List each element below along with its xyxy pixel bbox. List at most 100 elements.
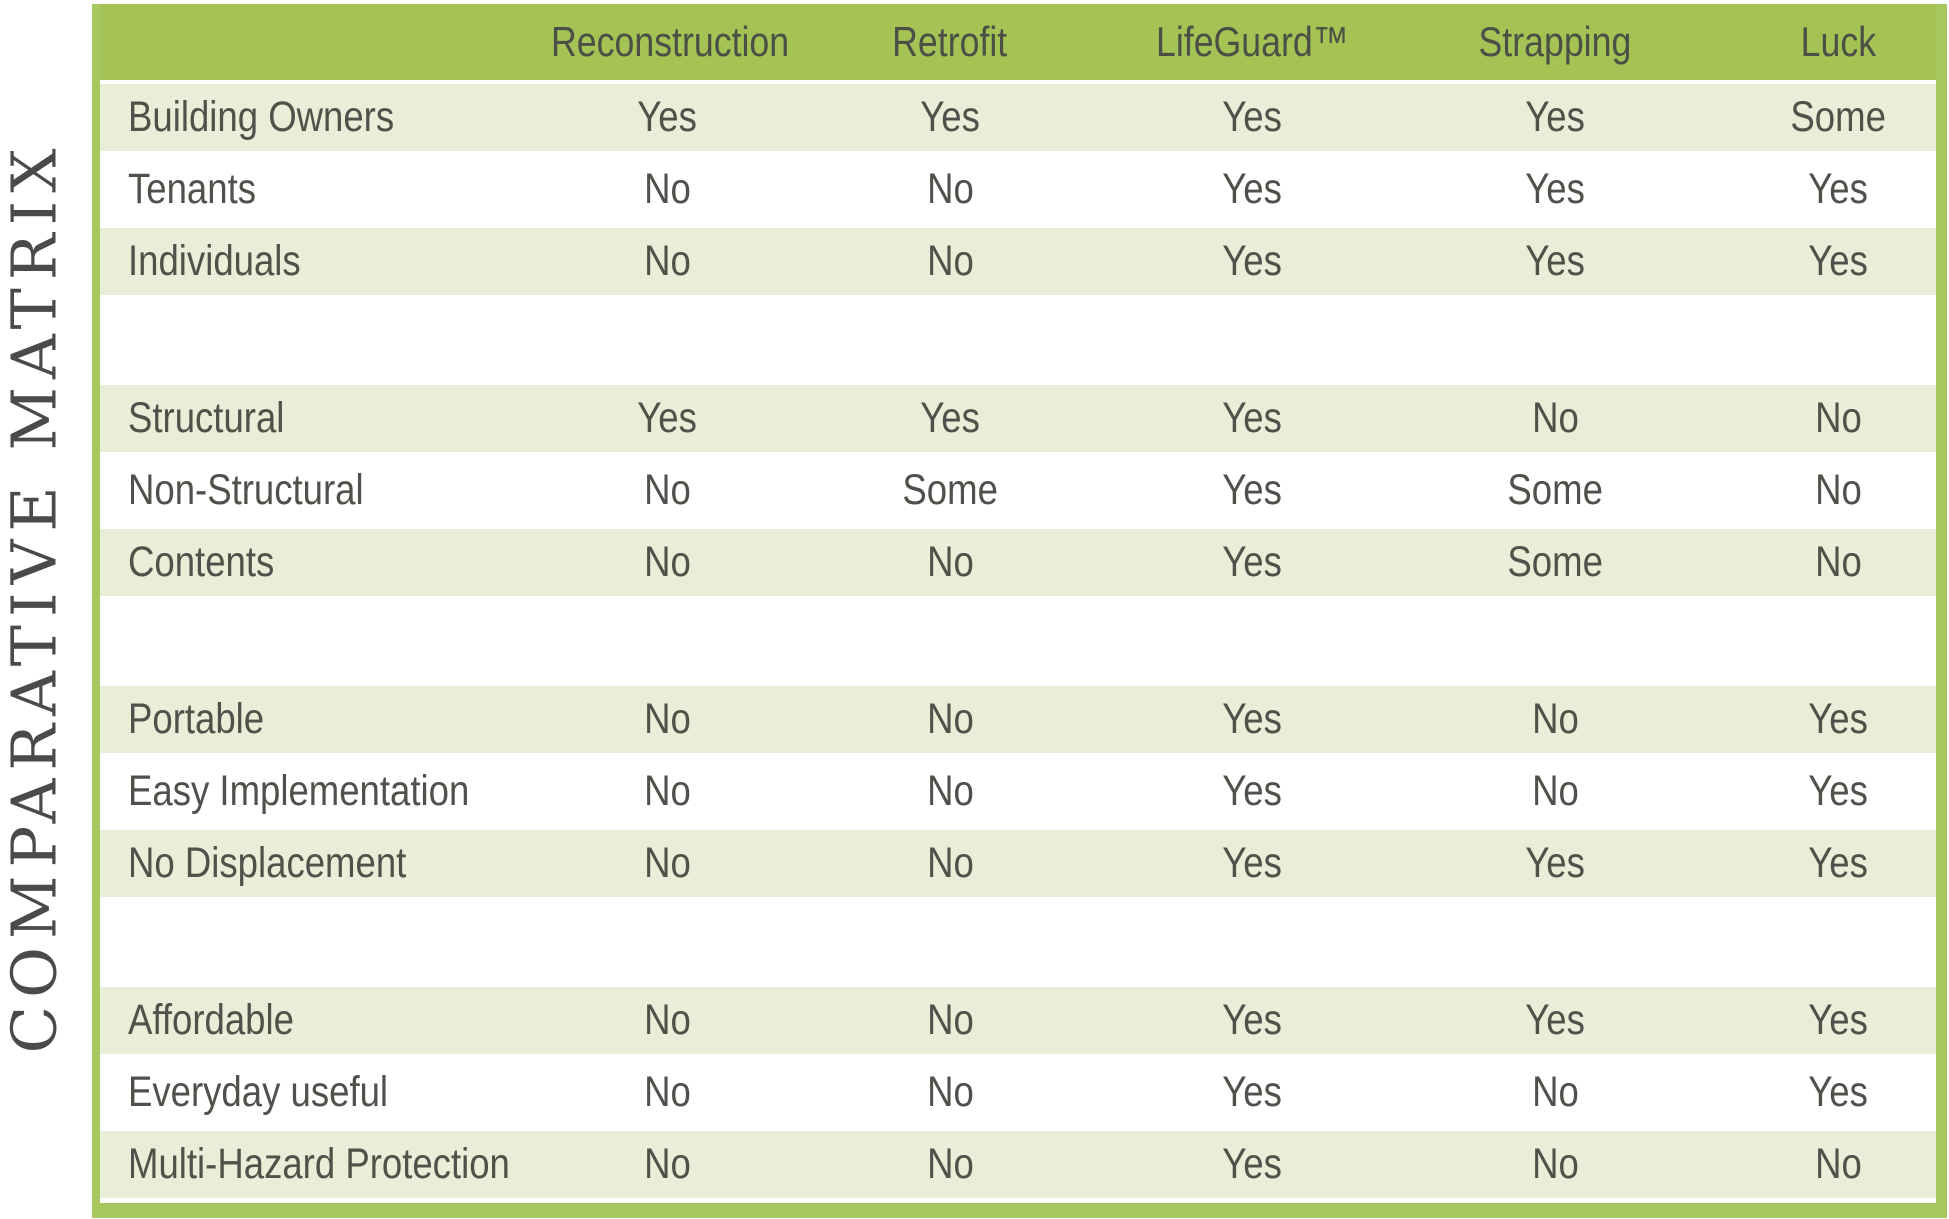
cell-lifeguard: Yes xyxy=(1095,228,1410,300)
cell-value: No xyxy=(1531,1140,1579,1188)
cell-lifeguard: Yes xyxy=(1095,156,1410,228)
cell-value: Yes xyxy=(1808,767,1868,815)
table-row-tenants: Tenants No No Yes Yes Yes xyxy=(100,156,1936,228)
cell-value: No xyxy=(1531,767,1579,815)
cell-luck: Yes xyxy=(1700,686,1936,758)
cell-value: No xyxy=(1531,394,1579,442)
cell-strapping: No xyxy=(1410,1059,1700,1131)
cell-value: No xyxy=(926,1068,974,1116)
cell-value: Yes xyxy=(1808,695,1868,743)
column-header-label: Strapping xyxy=(1478,18,1632,65)
cell-luck: Yes xyxy=(1700,1059,1936,1131)
cell-value: No xyxy=(644,165,691,213)
column-header-luck: Luck xyxy=(1700,4,1936,84)
cell-retrofit: Yes xyxy=(805,385,1095,457)
cell-reconstruction: No xyxy=(530,1131,805,1203)
cell-strapping: No xyxy=(1410,1131,1700,1203)
row-label-cell: Contents xyxy=(100,529,530,601)
cell-lifeguard: Yes xyxy=(1095,987,1410,1059)
row-label-cell: Structural xyxy=(100,385,530,457)
cell-lifeguard: Yes xyxy=(1095,84,1410,156)
cell-luck: Yes xyxy=(1700,987,1936,1059)
cell-luck: No xyxy=(1700,1131,1936,1203)
cell-value: No xyxy=(644,237,691,285)
cell-lifeguard: Yes xyxy=(1095,1059,1410,1131)
table-row-easy-implementation: Easy Implementation No No Yes No Yes xyxy=(100,758,1936,830)
cell-value: Yes xyxy=(1525,93,1585,141)
row-label-cell: Building Owners xyxy=(100,84,530,156)
cell-retrofit: No xyxy=(805,830,1095,902)
cell-lifeguard: Yes xyxy=(1095,830,1410,902)
cell-value: Yes xyxy=(1222,767,1283,815)
cell-strapping: No xyxy=(1410,686,1700,758)
row-label-cell: Affordable xyxy=(100,987,530,1059)
cell-value: No xyxy=(644,1140,691,1188)
column-header-label: Reconstruction xyxy=(551,18,790,65)
cell-value: Yes xyxy=(1222,394,1283,442)
cell-value: Yes xyxy=(1222,466,1283,514)
row-label-cell: Everyday useful xyxy=(100,1059,530,1131)
cell-value: No xyxy=(644,839,691,887)
cell-strapping: Yes xyxy=(1410,830,1700,902)
cell-value: Yes xyxy=(637,93,698,141)
cell-value: No xyxy=(1531,695,1579,743)
cell-value: No xyxy=(926,996,974,1044)
cell-lifeguard: Yes xyxy=(1095,758,1410,830)
cell-reconstruction: No xyxy=(530,1059,805,1131)
cell-retrofit: No xyxy=(805,529,1095,601)
cell-strapping: No xyxy=(1410,758,1700,830)
table-row-individuals: Individuals No No Yes Yes Yes xyxy=(100,228,1936,300)
column-header-label: Retrofit xyxy=(892,18,1008,65)
cell-reconstruction: No xyxy=(530,156,805,228)
row-label: No Displacement xyxy=(128,839,407,887)
cell-lifeguard: Yes xyxy=(1095,457,1410,529)
table-row-non-structural: Non-Structural No Some Yes Some No xyxy=(100,457,1936,529)
row-label-cell: Portable xyxy=(100,686,530,758)
cell-value: Yes xyxy=(920,93,980,141)
cell-strapping: Yes xyxy=(1410,228,1700,300)
cell-reconstruction: No xyxy=(530,529,805,601)
table-row-affordable: Affordable No No Yes Yes Yes xyxy=(100,987,1936,1059)
cell-luck: No xyxy=(1700,529,1936,601)
column-header-lifeguard: LifeGuard™ xyxy=(1095,4,1410,84)
cell-value: No xyxy=(926,538,974,586)
cell-value: Yes xyxy=(1222,538,1283,586)
cell-retrofit: No xyxy=(805,758,1095,830)
row-label-cell: Multi-Hazard Protection xyxy=(100,1131,530,1203)
cell-lifeguard: Yes xyxy=(1095,385,1410,457)
row-label: Portable xyxy=(128,695,265,743)
cell-value: Yes xyxy=(1222,1068,1283,1116)
cell-value: No xyxy=(1814,394,1862,442)
cell-reconstruction: Yes xyxy=(530,84,805,156)
column-header-reconstruction: Reconstruction xyxy=(530,4,805,84)
row-label: Contents xyxy=(128,538,275,586)
cell-value: Yes xyxy=(1222,93,1283,141)
group-separator-row xyxy=(100,300,1936,385)
row-label: Affordable xyxy=(128,996,294,1044)
cell-value: No xyxy=(926,237,974,285)
cell-value: No xyxy=(926,839,974,887)
comparative-matrix-table: Reconstruction Retrofit LifeGuard™ Strap… xyxy=(100,4,1936,1203)
cell-value: No xyxy=(1814,1140,1862,1188)
cell-luck: Yes xyxy=(1700,156,1936,228)
cell-value: No xyxy=(1531,1068,1579,1116)
column-header-label: Luck xyxy=(1800,18,1876,65)
cell-lifeguard: Yes xyxy=(1095,529,1410,601)
cell-luck: No xyxy=(1700,385,1936,457)
cell-value: Yes xyxy=(1222,237,1283,285)
cell-value: No xyxy=(926,695,974,743)
cell-retrofit: No xyxy=(805,1131,1095,1203)
cell-value: No xyxy=(644,466,691,514)
cell-value: Yes xyxy=(1525,165,1585,213)
cell-retrofit: No xyxy=(805,987,1095,1059)
row-label-cell: No Displacement xyxy=(100,830,530,902)
cell-value: No xyxy=(926,165,974,213)
group-separator xyxy=(100,601,1936,686)
table-row-multi-hazard-protection: Multi-Hazard Protection No No Yes No No xyxy=(100,1131,1936,1203)
cell-value: No xyxy=(644,1068,691,1116)
cell-value: Yes xyxy=(920,394,980,442)
header-empty-corner-cell xyxy=(100,4,530,84)
cell-luck: Yes xyxy=(1700,758,1936,830)
cell-strapping: Some xyxy=(1410,457,1700,529)
cell-luck: Yes xyxy=(1700,228,1936,300)
